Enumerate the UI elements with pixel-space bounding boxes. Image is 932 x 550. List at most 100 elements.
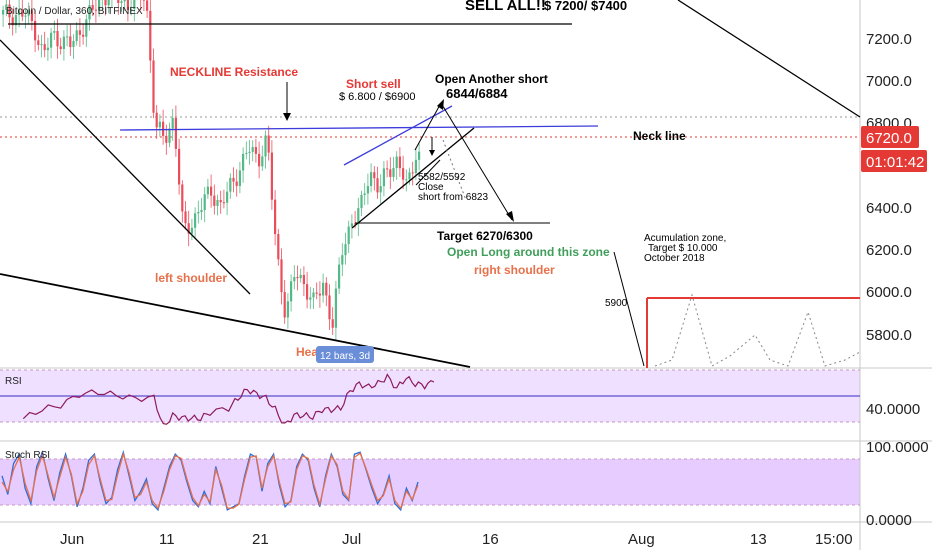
candle-body	[267, 135, 270, 153]
candle-body	[168, 128, 171, 143]
candle-body	[155, 112, 158, 128]
candle-body	[376, 178, 379, 193]
candle-body	[2, 9, 5, 15]
candle-body	[216, 200, 219, 206]
candle-body	[133, 0, 136, 9]
price-tick-label: 7000.0	[866, 73, 912, 90]
open-another-short-price: 6844/6884	[446, 86, 508, 101]
candle-body	[382, 168, 385, 187]
target-label: Target 6270/6300	[437, 229, 533, 243]
candle-body	[146, 0, 149, 11]
time-tick-label: Jul	[342, 531, 361, 548]
candle-body	[302, 274, 305, 285]
candle-body	[206, 186, 209, 195]
candle-body	[283, 292, 286, 318]
candle-body	[334, 288, 337, 328]
accumulation-label-3: October 2018	[644, 253, 705, 264]
open-long-label: Open Long around this zone	[447, 245, 610, 259]
candle-body	[248, 151, 251, 153]
stoch-d-line	[1, 451, 419, 510]
price-tick-label: 7200.0	[866, 31, 912, 48]
candle-body	[162, 121, 165, 136]
candle-body	[331, 319, 334, 328]
neck-line-label: Neck line	[633, 129, 686, 143]
candle-body	[341, 255, 344, 265]
candle-body	[222, 202, 225, 204]
candle-body	[370, 172, 373, 186]
candle-body	[82, 34, 85, 37]
candle-body	[165, 135, 168, 143]
candle-body	[254, 147, 257, 154]
close-short-label: short from 6823	[418, 192, 488, 203]
candle-body	[37, 40, 40, 45]
candle-body	[187, 223, 190, 234]
projection-arrow-up-head	[437, 99, 444, 110]
candle-body	[235, 181, 238, 186]
candle-body	[130, 8, 133, 10]
neckline-arrow-head	[283, 113, 291, 121]
candle-body	[290, 281, 293, 302]
candle-body	[322, 282, 325, 296]
candle-body	[34, 20, 37, 41]
candle-body	[325, 282, 328, 296]
time-tick-label: 15:00	[815, 531, 853, 548]
candle-body	[229, 177, 232, 192]
short-sell-price-label: $ 6.800 / $6900	[339, 91, 415, 103]
candle-body	[280, 259, 283, 293]
candle-body	[88, 5, 91, 20]
candle-body	[50, 32, 53, 48]
current-price-badge-label: 6720.0	[866, 130, 912, 147]
close-label: Close	[418, 182, 444, 193]
bars-count-badge	[316, 346, 374, 363]
candle-body	[386, 168, 389, 170]
accumulation-label-2: Target $ 10.000	[648, 243, 718, 254]
candle-body	[347, 226, 350, 245]
downtrend-line-right	[677, 0, 861, 118]
candle-body	[306, 284, 309, 300]
candle-body	[18, 9, 21, 15]
candle-body	[66, 36, 69, 38]
time-tick-label: 16	[482, 531, 499, 548]
candle-body	[203, 194, 206, 210]
close-arrow-line	[415, 159, 441, 186]
symbol-label: Bitcoin / Dollar, 360, BITFINEX	[6, 6, 143, 17]
candle-body	[379, 186, 382, 193]
close-level-label: 5582/5592	[418, 172, 466, 183]
candle-body	[309, 297, 312, 300]
downtrend-line-bottom	[0, 273, 471, 368]
candle-body	[5, 4, 8, 10]
candle-body	[171, 117, 174, 129]
candle-body	[197, 212, 200, 214]
candle-body	[350, 223, 353, 227]
candle-body	[293, 276, 296, 282]
rsi-line	[22, 373, 435, 425]
candle-body	[75, 30, 78, 41]
candle-body	[46, 47, 49, 51]
countdown-badge	[861, 150, 927, 172]
stoch-rsi-title: Stoch RSI	[5, 450, 50, 461]
candle-body	[142, 0, 145, 1]
neckline	[119, 125, 599, 131]
candle-body	[78, 30, 81, 35]
candle-body	[395, 156, 398, 169]
stoch-panel-fill	[0, 459, 860, 505]
candlestick-series	[2, 0, 421, 341]
candle-body	[251, 147, 254, 152]
current-price-badge	[861, 126, 919, 148]
candle-body	[357, 208, 360, 224]
candle-body	[27, 10, 30, 16]
candle-body	[408, 172, 411, 180]
candle-body	[296, 276, 299, 279]
downtrend-line-left	[0, 39, 251, 295]
headline-sell-all: SELL ALL!!	[465, 0, 546, 14]
candle-body	[120, 1, 123, 3]
candle-body	[360, 194, 363, 209]
price-tick-label: 6400.0	[866, 200, 912, 217]
candle-body	[318, 293, 321, 296]
candle-body	[312, 292, 315, 298]
candle-body	[149, 10, 152, 61]
wedge-lower-line	[351, 127, 475, 229]
candle-body	[91, 5, 94, 10]
candle-body	[286, 301, 289, 318]
candle-body	[315, 292, 318, 294]
